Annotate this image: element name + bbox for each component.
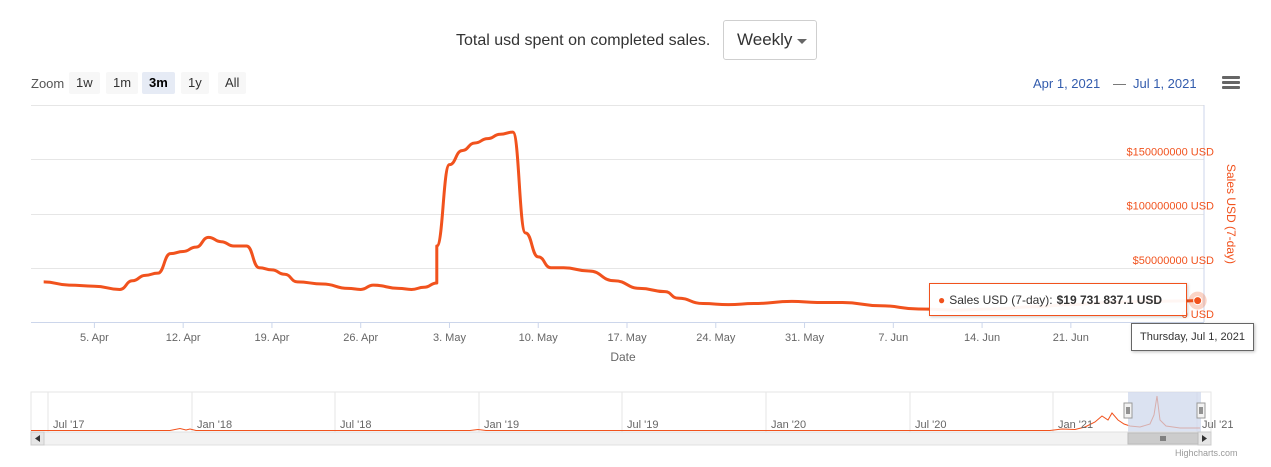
y-tick-label: 0 USD: [1182, 309, 1214, 321]
y-tick-label: $100000000 USD: [1127, 201, 1215, 213]
navigator-handle-right[interactable]: [1196, 402, 1206, 419]
navigator-tick-label: Jan '21: [1058, 419, 1093, 431]
navigator-axis: Jul '17 Jan '18 Jul '18 Jan '19 Jul '19 Jan '…: [53, 419, 1233, 431]
crosshair-date-label: Thursday, Jul 1, 2021: [1131, 323, 1254, 351]
x-tick-label: 7. Jun: [878, 332, 908, 344]
tooltip-series-label: Sales USD (7-day):: [949, 292, 1053, 307]
arrow-left-icon: [35, 435, 40, 442]
range-separator: —: [1113, 76, 1126, 91]
x-tick-label: 17. May: [607, 332, 647, 344]
zoom-button-1y[interactable]: 1y: [181, 72, 209, 94]
x-tick-label: 26. Apr: [343, 332, 378, 344]
y-tick-label: $50000000 USD: [1133, 255, 1214, 267]
y-axis-label: Sales USD (7-day): [1224, 164, 1238, 264]
x-tick-label: 14. Jun: [964, 332, 1000, 344]
period-select-value: Weekly: [737, 30, 793, 49]
navigator-selected-range[interactable]: [1128, 392, 1201, 432]
chart-title: Total usd spent on completed sales.: [456, 32, 711, 49]
x-tick-label: 10. May: [519, 332, 559, 344]
x-tick-label: 19. Apr: [255, 332, 290, 344]
zoom-button-3m[interactable]: 3m: [142, 72, 175, 94]
y-axis: 0 USD $50000000 USD $100000000 USD $1500000…: [1127, 146, 1215, 321]
series-line[interactable]: [43, 130, 1198, 312]
y-tick-label: $150000000 USD: [1127, 146, 1215, 158]
navigator-tick-label: Jul '18: [340, 419, 371, 431]
tooltip-value: $19 731 837.1 USD: [1056, 292, 1163, 307]
credits-link[interactable]: Highcharts.com: [1175, 448, 1238, 458]
navigator-outline: [30, 391, 1212, 433]
tooltip: ● Sales USD (7-day): $19 731 837.1 USD: [929, 283, 1187, 316]
zoom-button-1m[interactable]: 1m: [106, 72, 139, 94]
x-tick-label: 3. May: [433, 332, 467, 344]
x-axis-label: Date: [610, 350, 636, 364]
x-tick-label: 21. Jun: [1053, 332, 1089, 344]
navigator-tick-label: Jul '21: [1202, 419, 1233, 431]
hover-point[interactable]: [1193, 296, 1203, 306]
navigator-handle-left[interactable]: [1123, 402, 1133, 419]
navigator-tick-label: Jan '19: [484, 419, 519, 431]
arrow-right-icon: [1202, 435, 1207, 442]
x-tick-label: 12. Apr: [166, 332, 201, 344]
navigator-tick-label: Jul '19: [627, 419, 658, 431]
x-tick-label: 5. Apr: [80, 332, 109, 344]
x-tick-label: 24. May: [696, 332, 736, 344]
scrollbar-grip-icon: [1160, 436, 1166, 441]
scrollbar-track[interactable]: [30, 431, 1212, 446]
hamburger-menu-icon[interactable]: [1222, 76, 1240, 90]
tooltip-series-dot-icon: ●: [938, 292, 946, 307]
navigator-tick-label: Jan '20: [771, 419, 806, 431]
zoom-button-all[interactable]: All: [218, 72, 247, 94]
period-select[interactable]: Weekly: [723, 20, 817, 60]
x-tick-label: 31. May: [785, 332, 825, 344]
range-to-input[interactable]: Jul 1, 2021: [1133, 76, 1197, 91]
navigator-tick-label: Jul '17: [53, 419, 84, 431]
navigator-tick-label: Jan '18: [197, 419, 232, 431]
chevron-down-icon: [797, 39, 807, 44]
zoom-label: Zoom: [31, 76, 65, 91]
navigator-tick-label: Jul '20: [915, 419, 946, 431]
range-from-input[interactable]: Apr 1, 2021: [1033, 76, 1101, 91]
x-axis: 5. Apr 12. Apr 19. Apr 26. Apr 3. May 10. May…: [31, 322, 1204, 344]
zoom-button-1w[interactable]: 1w: [69, 72, 100, 94]
